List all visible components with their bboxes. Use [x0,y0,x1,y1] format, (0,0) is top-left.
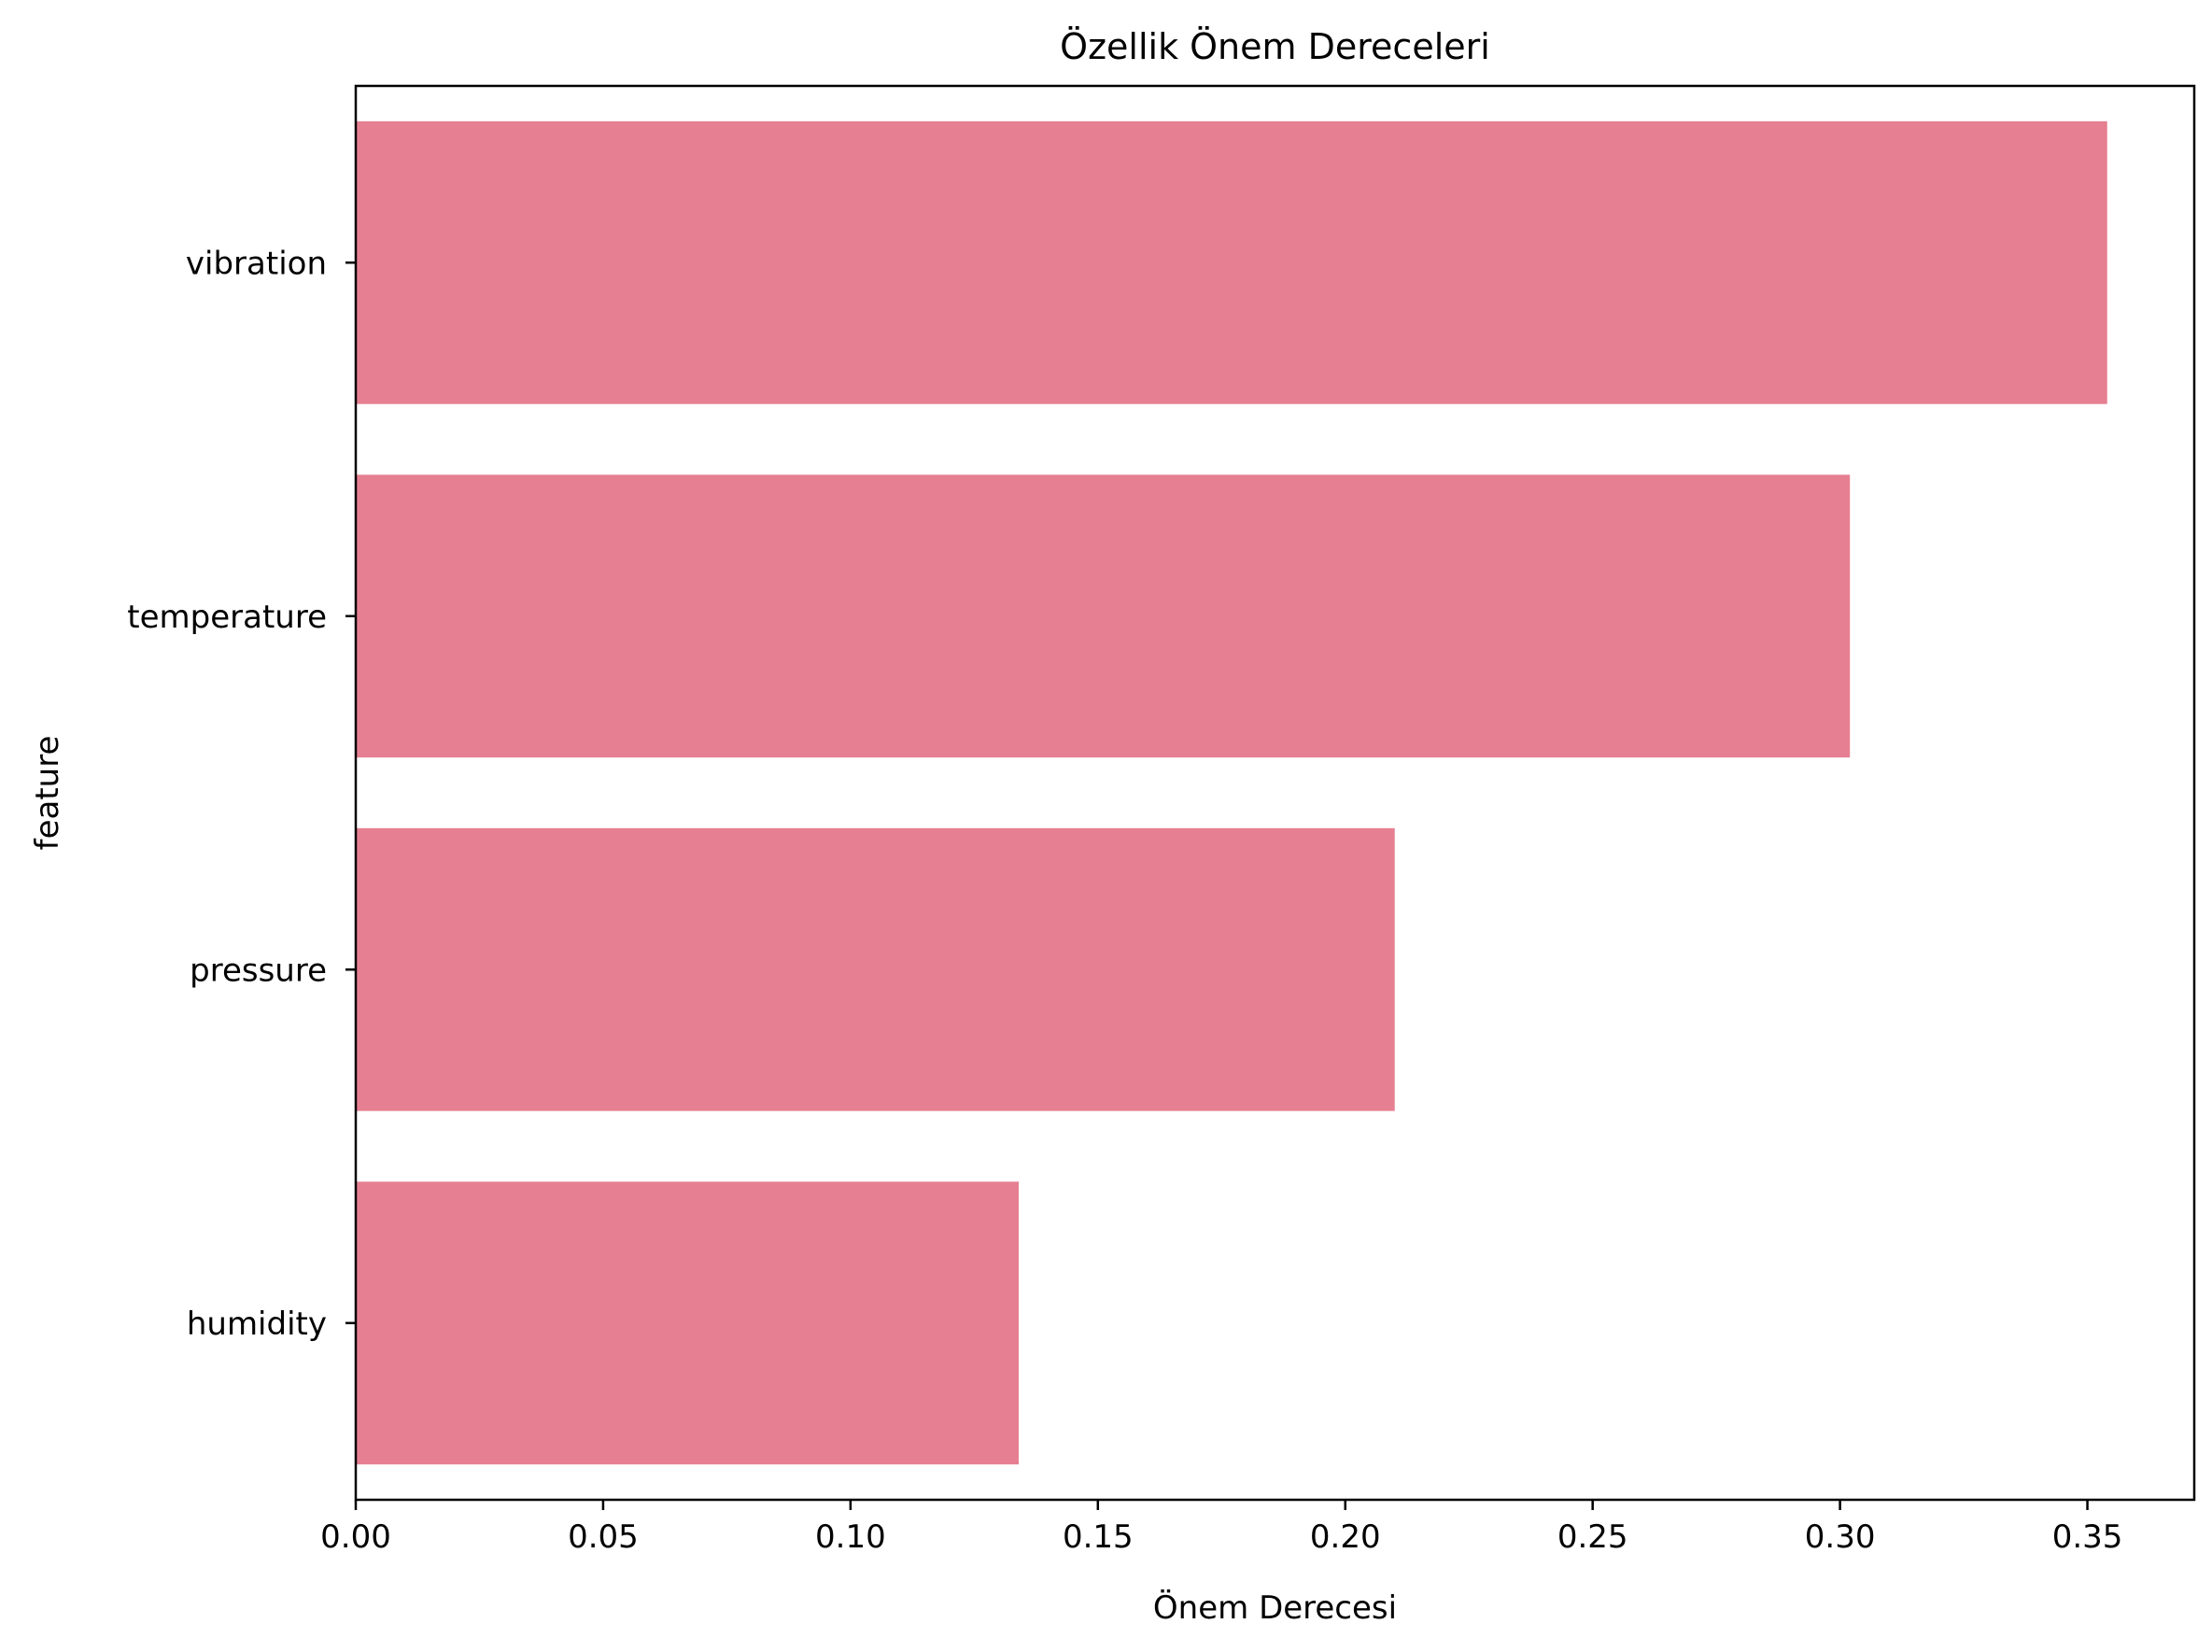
y-ticks-group: vibration temperature pressure humidity [127,245,356,1343]
bar-pressure [356,827,1395,1111]
bars-group [356,120,2107,1465]
x-tick-label: 0.30 [1805,1518,1876,1556]
y-tick-label: humidity [187,1306,327,1343]
bar-temperature [356,474,1851,758]
x-ticks-group: 0.00 0.05 0.10 0.15 0.20 0.25 0.30 0.35 [320,1500,2122,1556]
y-tick-label: pressure [190,952,327,989]
x-tick-label: 0.05 [568,1518,639,1556]
y-tick-label: vibration [186,245,327,282]
x-tick-label: 0.20 [1310,1518,1381,1556]
x-axis-label: Önem Derecesi [1153,1588,1397,1627]
y-axis-label: feature [29,736,66,851]
y-tick-label: temperature [127,599,327,636]
x-tick-label: 0.35 [2052,1518,2123,1556]
bar-humidity [356,1181,1020,1465]
plot-frame [354,84,2196,1502]
x-tick-label: 0.25 [1557,1518,1628,1556]
x-tick-label: 0.00 [320,1518,391,1556]
x-tick-label: 0.10 [815,1518,886,1556]
x-tick-label: 0.15 [1063,1518,1134,1556]
chart-title: Özellik Önem Dereceleri [1060,26,1490,67]
bar-vibration [356,120,2107,404]
